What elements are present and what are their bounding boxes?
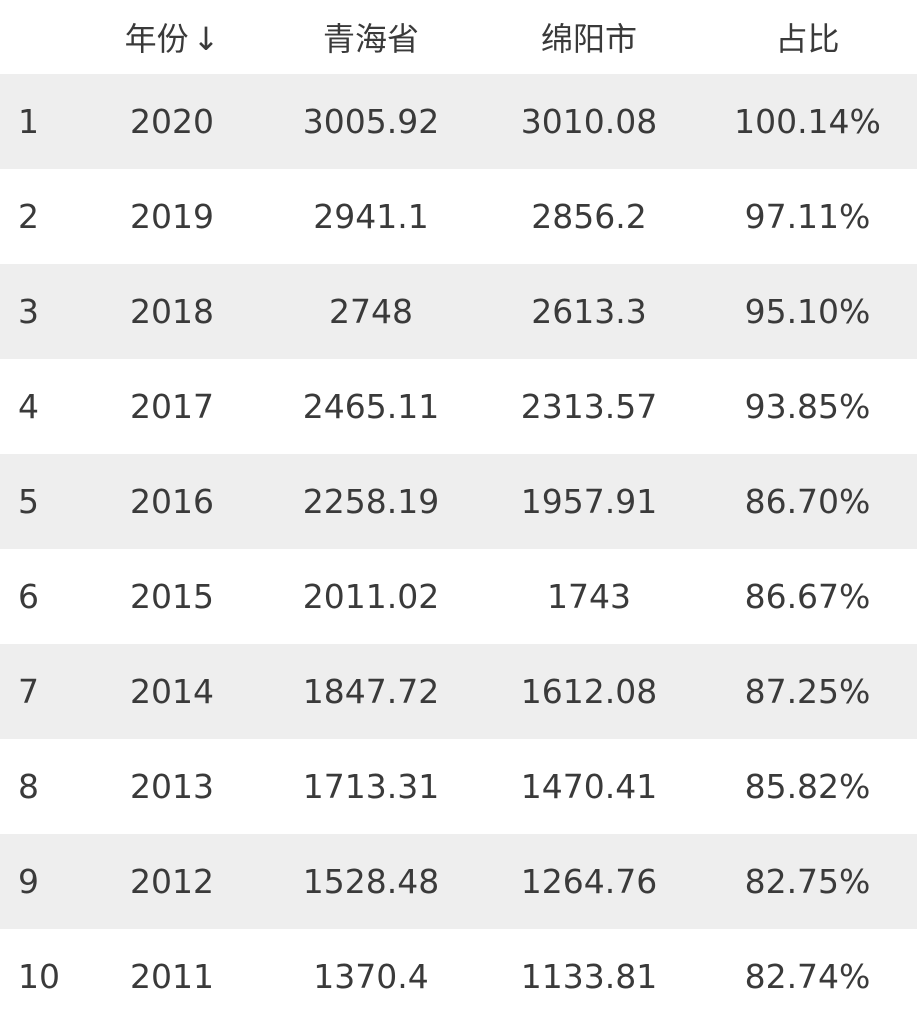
cell-qinghai: 1847.72 [302, 672, 440, 711]
table-row: 8 2013 1713.31 1470.41 85.82% [0, 739, 917, 834]
cell-qinghai: 1370.4 [313, 957, 429, 996]
cell-mianyang: 1470.41 [520, 767, 658, 806]
cell-mianyang: 1957.91 [520, 482, 658, 521]
cell-year: 2012 [130, 862, 214, 901]
cell-index: 10 [18, 957, 60, 996]
cell-qinghai: 3005.92 [302, 102, 440, 141]
cell-mianyang: 2613.3 [531, 292, 647, 331]
cell-ratio: 87.25% [744, 672, 871, 711]
table-row: 6 2015 2011.02 1743 86.67% [0, 549, 917, 644]
table-row: 3 2018 2748 2613.3 95.10% [0, 264, 917, 359]
cell-mianyang: 1264.76 [520, 862, 658, 901]
cell-year: 2020 [130, 102, 214, 141]
cell-index: 5 [18, 482, 39, 521]
cell-ratio: 93.85% [744, 387, 871, 426]
cell-qinghai: 2258.19 [302, 482, 440, 521]
header-ratio[interactable]: 占比 [775, 20, 840, 58]
cell-year: 2019 [130, 197, 214, 236]
cell-ratio: 86.67% [744, 577, 871, 616]
cell-ratio: 100.14% [734, 102, 881, 141]
table-row: 7 2014 1847.72 1612.08 87.25% [0, 644, 917, 739]
sort-arrow-icon[interactable]: ↓ [192, 20, 220, 58]
cell-index: 9 [18, 862, 39, 901]
table-header: 年份 ↓ 青海省 绵阳市 占比 [0, 0, 917, 74]
table-row: 1 2020 3005.92 3010.08 100.14% [0, 74, 917, 169]
cell-year: 2017 [130, 387, 214, 426]
header-mianyang[interactable]: 绵阳市 [540, 20, 637, 58]
cell-year: 2013 [130, 767, 214, 806]
table-row: 2 2019 2941.1 2856.2 97.11% [0, 169, 917, 264]
cell-mianyang: 1133.81 [520, 957, 658, 996]
table-row: 4 2017 2465.11 2313.57 93.85% [0, 359, 917, 454]
cell-ratio: 82.75% [744, 862, 871, 901]
cell-qinghai: 1713.31 [302, 767, 440, 806]
cell-index: 4 [18, 387, 39, 426]
cell-qinghai: 2748 [329, 292, 413, 331]
cell-qinghai: 2011.02 [302, 577, 440, 616]
cell-ratio: 86.70% [744, 482, 871, 521]
cell-mianyang: 2856.2 [531, 197, 647, 236]
cell-index: 6 [18, 577, 39, 616]
cell-qinghai: 1528.48 [302, 862, 440, 901]
cell-year: 2015 [130, 577, 214, 616]
table-row: 5 2016 2258.19 1957.91 86.70% [0, 454, 917, 549]
cell-year: 2014 [130, 672, 214, 711]
header-year-label: 年份 [124, 20, 189, 58]
cell-mianyang: 2313.57 [520, 387, 658, 426]
cell-ratio: 82.74% [744, 957, 871, 996]
cell-mianyang: 1612.08 [520, 672, 658, 711]
cell-ratio: 97.11% [744, 197, 871, 236]
cell-index: 7 [18, 672, 39, 711]
cell-qinghai: 2465.11 [302, 387, 440, 426]
cell-index: 2 [18, 197, 39, 236]
cell-ratio: 95.10% [744, 292, 871, 331]
cell-year: 2016 [130, 482, 214, 521]
table-row: 9 2012 1528.48 1264.76 82.75% [0, 834, 917, 929]
cell-index: 1 [18, 102, 39, 141]
cell-index: 3 [18, 292, 39, 331]
cell-mianyang: 3010.08 [520, 102, 658, 141]
cell-year: 2011 [130, 957, 214, 996]
header-qinghai[interactable]: 青海省 [322, 20, 419, 58]
table-row: 10 2011 1370.4 1133.81 82.74% [0, 929, 917, 1024]
cell-ratio: 85.82% [744, 767, 871, 806]
cell-mianyang: 1743 [547, 577, 631, 616]
cell-qinghai: 2941.1 [313, 197, 429, 236]
cell-index: 8 [18, 767, 39, 806]
header-year[interactable]: 年份 ↓ [82, 14, 262, 60]
cell-year: 2018 [130, 292, 214, 331]
